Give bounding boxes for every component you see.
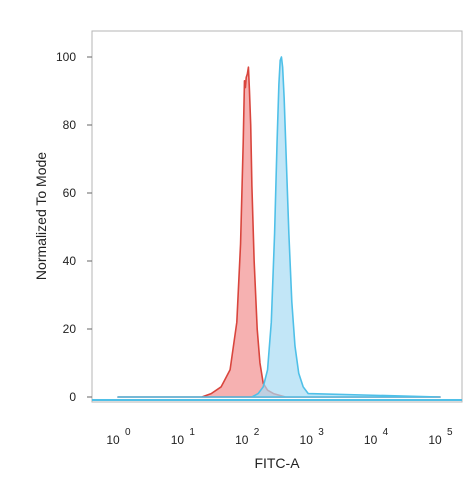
y-axis-label: Normalized To Mode <box>33 152 49 280</box>
x-axis-label: FITC-A <box>254 455 300 471</box>
x-axis-ticks: 10 0 10 1 10 2 10 3 10 4 10 5 <box>106 427 453 447</box>
x-tick-label-base: 10 <box>364 433 378 447</box>
y-tick-label: 0 <box>69 390 76 404</box>
plot-area <box>91 30 463 403</box>
y-tick-label: 20 <box>63 322 77 336</box>
x-tick-label-base: 10 <box>106 433 120 447</box>
x-tick-label-exponent: 3 <box>318 427 324 438</box>
y-tick-label: 40 <box>63 254 77 268</box>
x-tick-label-exponent: 4 <box>383 427 389 438</box>
x-tick-label-exponent: 1 <box>189 427 195 438</box>
x-tick-label-exponent: 2 <box>254 427 260 438</box>
y-tick-label: 60 <box>63 186 77 200</box>
x-tick-label-exponent: 0 <box>125 427 131 438</box>
series-2-area <box>117 56 441 398</box>
x-tick-label-base: 10 <box>171 433 185 447</box>
x-tick-label-exponent: 5 <box>447 427 453 438</box>
y-tick-label: 80 <box>63 118 77 132</box>
x-tick-label-base: 10 <box>300 433 314 447</box>
x-tick-label-base: 10 <box>428 433 442 447</box>
series-layer <box>117 56 441 398</box>
y-axis-ticks: 0 20 40 60 80 100 <box>56 50 92 404</box>
y-tick-label: 100 <box>56 50 76 64</box>
x-tick-label-base: 10 <box>235 433 249 447</box>
